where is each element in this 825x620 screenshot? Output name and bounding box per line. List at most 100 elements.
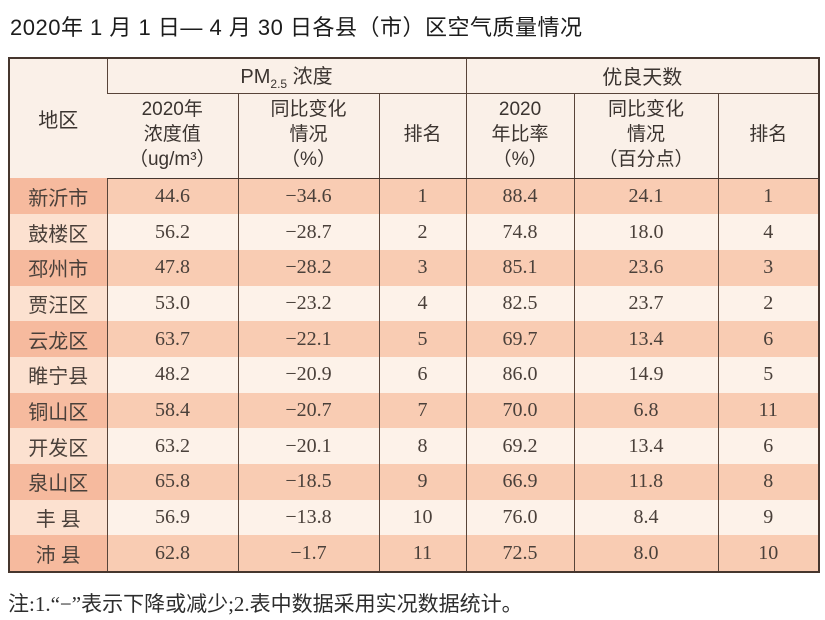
column-header-region: 地区 — [9, 58, 107, 178]
days-rank-cell: 6 — [717, 321, 820, 357]
region-cell: 贾汪区 — [9, 285, 107, 322]
pm-rank-cell: 1 — [378, 178, 467, 215]
days-rank-cell: 3 — [717, 249, 820, 286]
column-header-days-change: 同比变化 情况 （百分点） — [573, 93, 719, 179]
pm-rank-cell: 8 — [378, 428, 467, 464]
days-rate-cell: 72.5 — [465, 535, 575, 573]
days-change-cell: 14.9 — [573, 356, 719, 393]
region-cell: 新沂市 — [9, 178, 107, 215]
days-change-cell: 23.6 — [573, 249, 719, 286]
column-group-good-days: 优良天数 — [465, 58, 820, 94]
pm-rank-cell: 9 — [378, 464, 467, 500]
pm-change-cell: −13.8 — [237, 499, 379, 536]
table-row: 贾汪区 53.0 −23.2 4 82.5 23.7 2 — [9, 285, 820, 322]
pm25-label-base: PM — [240, 66, 271, 89]
region-cell: 沛 县 — [9, 535, 107, 573]
days-rank-cell: 2 — [717, 285, 820, 322]
table-row: 云龙区 63.7 −22.1 5 69.7 13.4 6 — [9, 321, 820, 357]
pm-change-cell: −28.2 — [237, 249, 379, 286]
pm-value-cell: 44.6 — [106, 178, 238, 215]
days-rank-cell: 10 — [717, 535, 820, 573]
pm-value-cell: 63.7 — [106, 321, 238, 357]
pm25-label-subscript: 2.5 — [270, 77, 288, 92]
table-row: 丰 县 56.9 −13.8 10 76.0 8.4 9 — [9, 499, 820, 536]
days-change-cell: 6.8 — [573, 392, 719, 429]
days-rank-cell: 9 — [717, 499, 820, 536]
pm-change-cell: −1.7 — [237, 535, 379, 573]
header-group-row: 地区 PM2.5 浓度 优良天数 — [9, 58, 820, 178]
days-rate-cell: 88.4 — [465, 178, 575, 215]
days-rate-cell: 76.0 — [465, 499, 575, 536]
table-row: 铜山区 58.4 −20.7 7 70.0 6.8 11 — [9, 392, 820, 429]
pm-value-cell: 53.0 — [106, 285, 238, 322]
pm-rank-cell: 3 — [378, 249, 467, 286]
pm25-label-rest: 浓度 — [287, 66, 333, 89]
days-rank-cell: 6 — [717, 428, 820, 464]
days-change-cell: 24.1 — [573, 178, 719, 215]
air-quality-table: 地区 PM2.5 浓度 优良天数 2020年 浓度值 （ug/m³） 同比变化 … — [8, 57, 821, 574]
header-sub-row: 2020年 浓度值 （ug/m³） 同比变化 情况 （%） 排名 2020 年比… — [9, 93, 820, 179]
days-change-cell: 13.4 — [573, 321, 719, 357]
column-header-days-rank: 排名 — [717, 93, 820, 179]
table-row: 开发区 63.2 −20.1 8 69.2 13.4 6 — [9, 428, 820, 464]
column-header-pm-change: 同比变化 情况 （%） — [237, 93, 379, 179]
pm-change-cell: −22.1 — [237, 321, 379, 357]
page-title: 2020年 1 月 1 日— 4 月 30 日各县（市）区空气质量情况 — [10, 15, 583, 40]
region-cell: 开发区 — [9, 428, 107, 464]
days-rate-cell: 69.7 — [465, 321, 575, 357]
region-cell: 睢宁县 — [9, 356, 107, 393]
footnote: 注:1.“−”表示下降或减少;2.表中数据采用实况数据统计。 — [8, 592, 523, 616]
pm-rank-cell: 10 — [378, 499, 467, 536]
days-rank-cell: 4 — [717, 214, 820, 250]
pm-rank-cell: 4 — [378, 285, 467, 322]
days-rank-cell: 11 — [717, 392, 820, 429]
region-cell: 云龙区 — [9, 321, 107, 357]
days-rank-cell: 8 — [717, 464, 820, 500]
pm-change-cell: −23.2 — [237, 285, 379, 322]
pm-rank-cell: 6 — [378, 356, 467, 393]
days-change-cell: 13.4 — [573, 428, 719, 464]
pm-change-cell: −34.6 — [237, 178, 379, 215]
days-rate-cell: 66.9 — [465, 464, 575, 500]
table-header: 地区 PM2.5 浓度 优良天数 2020年 浓度值 （ug/m³） 同比变化 … — [9, 58, 820, 179]
days-change-cell: 11.8 — [573, 464, 719, 500]
table-row: 沛 县 62.8 −1.7 11 72.5 8.0 10 — [9, 535, 820, 573]
region-cell: 鼓楼区 — [9, 214, 107, 250]
table-row: 睢宁县 48.2 −20.9 6 86.0 14.9 5 — [9, 356, 820, 393]
pm-change-cell: −28.7 — [237, 214, 379, 250]
pm-value-cell: 58.4 — [106, 392, 238, 429]
pm-change-cell: −18.5 — [237, 464, 379, 500]
days-change-cell: 23.7 — [573, 285, 719, 322]
column-header-pm-value: 2020年 浓度值 （ug/m³） — [107, 93, 238, 179]
region-cell: 邳州市 — [9, 249, 107, 286]
region-cell: 铜山区 — [9, 392, 107, 429]
pm-rank-cell: 11 — [378, 535, 467, 573]
pm-value-cell: 47.8 — [106, 249, 238, 286]
pm-rank-cell: 5 — [378, 321, 467, 357]
region-cell: 丰 县 — [9, 499, 107, 536]
table-row: 邳州市 47.8 −28.2 3 85.1 23.6 3 — [9, 249, 820, 286]
pm-value-cell: 56.2 — [106, 214, 238, 250]
days-rank-cell: 5 — [717, 356, 820, 393]
pm-value-cell: 48.2 — [106, 356, 238, 393]
days-change-cell: 8.0 — [573, 535, 719, 573]
region-cell: 泉山区 — [9, 464, 107, 500]
days-rate-cell: 82.5 — [465, 285, 575, 322]
pm-value-cell: 56.9 — [106, 499, 238, 536]
days-rank-cell: 1 — [717, 178, 820, 215]
table-row: 新沂市 44.6 −34.6 1 88.4 24.1 1 — [9, 178, 820, 215]
days-rate-cell: 70.0 — [465, 392, 575, 429]
column-header-pm-rank: 排名 — [378, 93, 467, 179]
days-change-cell: 18.0 — [573, 214, 719, 250]
column-group-pm25: PM2.5 浓度 — [106, 58, 467, 94]
table-row: 泉山区 65.8 −18.5 9 66.9 11.8 8 — [9, 464, 820, 500]
pm-change-cell: −20.1 — [237, 428, 379, 464]
pm-value-cell: 62.8 — [106, 535, 238, 573]
pm-change-cell: −20.9 — [237, 356, 379, 393]
pm-rank-cell: 7 — [378, 392, 467, 429]
table-body: 新沂市 44.6 −34.6 1 88.4 24.1 1 鼓楼区 56.2 −28.7 2 74.8 1… — [9, 178, 820, 573]
days-rate-cell: 74.8 — [465, 214, 575, 250]
days-change-cell: 8.4 — [573, 499, 719, 536]
days-rate-cell: 85.1 — [465, 249, 575, 286]
